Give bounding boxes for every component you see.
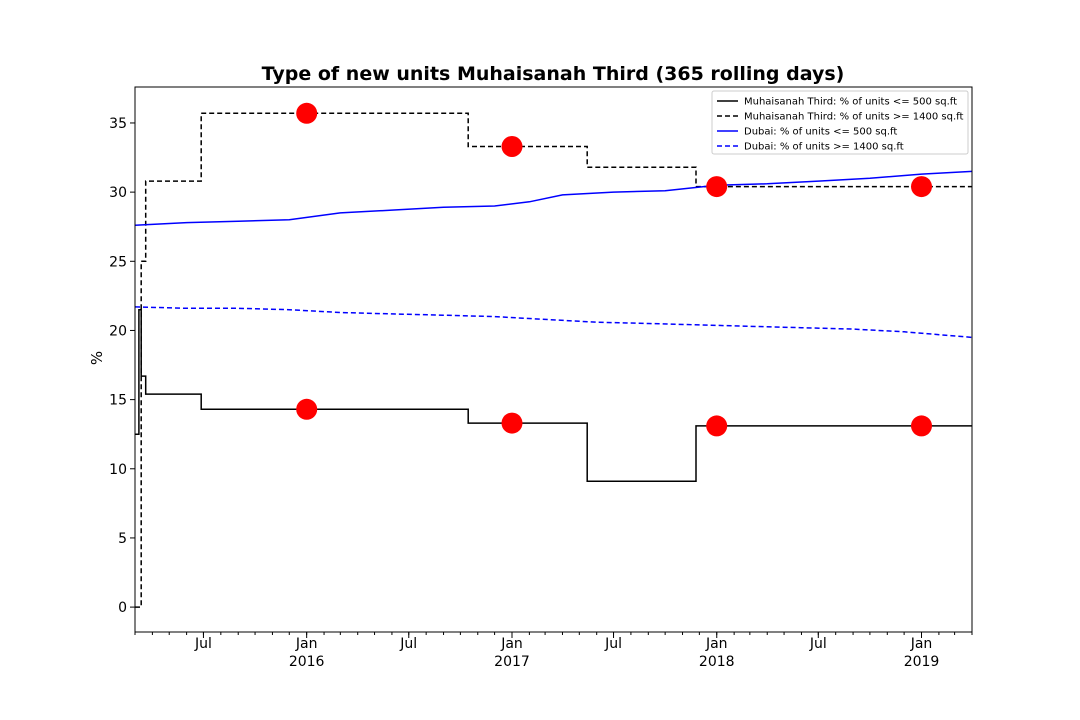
series-line-3 bbox=[135, 170, 972, 227]
red-marker-6 bbox=[501, 412, 523, 434]
y-tick-label: 20 bbox=[109, 323, 127, 339]
x-tick-label: Jul bbox=[604, 636, 622, 652]
y-tick-label: 15 bbox=[109, 393, 127, 409]
legend: Muhaisanah Third: % of units <= 500 sq.f… bbox=[711, 90, 969, 155]
y-tick-label: 0 bbox=[118, 600, 127, 616]
chart-title: Type of new units Muhaisanah Third (365 … bbox=[262, 63, 845, 85]
x-tick-label: Jan bbox=[705, 636, 728, 652]
y-tick-label: 30 bbox=[109, 185, 127, 201]
red-marker-8 bbox=[911, 415, 932, 437]
series-line-1 bbox=[135, 308, 972, 482]
y-tick-label: 10 bbox=[109, 462, 127, 478]
marker-group bbox=[296, 102, 932, 437]
red-marker-4 bbox=[911, 176, 932, 198]
legend-entry-3: Dubai: % of units <= 500 sq.ft bbox=[744, 127, 897, 138]
x-tick-label: Jul bbox=[809, 636, 827, 652]
red-marker-2 bbox=[501, 136, 523, 157]
legend-entry-2: Muhaisanah Third: % of units >= 1400 sq.… bbox=[744, 112, 963, 123]
series-group bbox=[135, 112, 972, 608]
series-line-4 bbox=[135, 306, 972, 339]
y-axis: 0 5 10 15 20 25 30 35 bbox=[109, 116, 135, 616]
plot-frame bbox=[134, 86, 973, 633]
legend-entry-1: Muhaisanah Third: % of units <= 500 sq.f… bbox=[744, 97, 957, 108]
y-tick-label: 5 bbox=[118, 531, 127, 547]
y-tick-label: 25 bbox=[109, 254, 127, 270]
red-marker-5 bbox=[296, 398, 318, 420]
red-marker-1 bbox=[296, 102, 318, 124]
x-tick-label: Jan bbox=[295, 636, 318, 652]
x-tick-year-label: 2019 bbox=[904, 654, 940, 670]
x-tick-year-label: 2018 bbox=[699, 654, 735, 670]
y-axis-label: % bbox=[88, 351, 106, 365]
red-marker-7 bbox=[706, 415, 728, 437]
plot-area bbox=[135, 102, 972, 608]
y-tick-label: 35 bbox=[109, 116, 127, 132]
series-line-2 bbox=[135, 112, 972, 608]
x-tick-label: Jul bbox=[194, 636, 212, 652]
legend-entry-4: Dubai: % of units >= 1400 sq.ft bbox=[744, 142, 904, 153]
x-tick-year-label: 2016 bbox=[289, 654, 325, 670]
x-tick-year-label: 2017 bbox=[494, 654, 530, 670]
x-tick-label: Jan bbox=[500, 636, 523, 652]
x-axis: Jul Jan 2016 Jul Jan 2017 Jul Jan 2018 Jul Jan 2019 bbox=[134, 632, 973, 670]
red-marker-3 bbox=[706, 176, 728, 198]
x-tick-label: Jul bbox=[399, 636, 417, 652]
x-tick-label: Jan bbox=[910, 636, 933, 652]
legend-box bbox=[711, 90, 969, 155]
